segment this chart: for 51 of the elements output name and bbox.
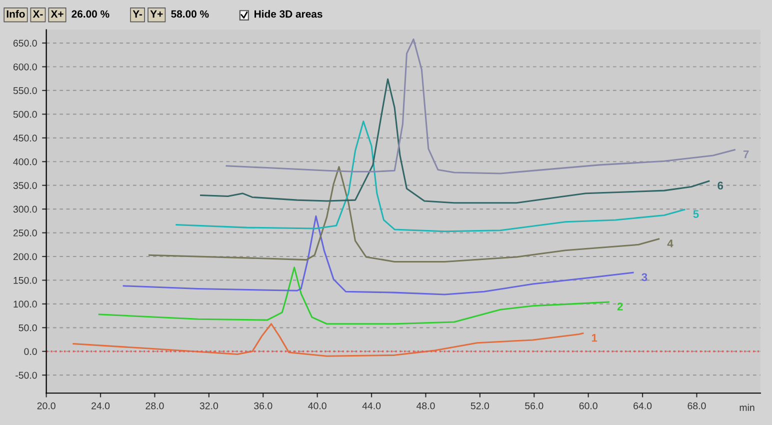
- x-tick-label: 64.0: [634, 402, 652, 410]
- y-tick-label: 450.0: [13, 134, 37, 142]
- x-axis-title: min: [740, 404, 754, 411]
- text: Hide 3D areas: [254, 10, 322, 18]
- line-series: [226, 38, 736, 174]
- series-label: 5: [693, 210, 699, 218]
- x-tick-label: 28.0: [146, 402, 164, 410]
- series-label: 6: [718, 182, 724, 190]
- text: Info: [6, 10, 25, 18]
- x-tick-label: 20.0: [37, 402, 56, 410]
- series-label: 4: [667, 240, 674, 248]
- x-tick-label: 48.0: [416, 402, 435, 410]
- y-tick-label: 100.0: [14, 300, 37, 308]
- y-tick-label: 550.0: [13, 87, 37, 94]
- y-tick-label: 350.0: [13, 182, 37, 189]
- text: X+: [50, 10, 64, 18]
- line-series: [72, 323, 584, 357]
- line-series: [98, 266, 610, 325]
- series-label: 2: [617, 302, 623, 310]
- y-tick-label: 300.0: [13, 206, 37, 213]
- x-tick-label: 60.0: [579, 402, 598, 410]
- y-tick-label: 0.0: [24, 348, 37, 355]
- x-tick-label: 40.0: [308, 402, 326, 410]
- y-tick-label: 200.0: [13, 253, 37, 260]
- y-tick-label: 250.0: [13, 230, 37, 236]
- y-tick-label: 600.0: [13, 63, 37, 70]
- y-tick-label: 650.0: [13, 40, 37, 47]
- y-tick-label: -50.0: [16, 372, 37, 379]
- series-label: 1: [592, 334, 598, 342]
- series-label: 7: [743, 150, 749, 158]
- y-tick-label: 400.0: [13, 158, 37, 166]
- line-series: [122, 215, 634, 296]
- y-tick-label: 50.0: [18, 324, 37, 332]
- x-tick-label: 68.0: [688, 402, 706, 410]
- x-tick-label: 52.0: [470, 402, 490, 410]
- y-tick-label: 500.0: [13, 110, 37, 118]
- text: X-: [32, 10, 43, 18]
- x-tick-label: 36.0: [254, 402, 272, 410]
- x-tick-label: 44.0: [362, 402, 381, 410]
- x-tick-label: 24.0: [92, 402, 110, 410]
- line-series: [200, 78, 710, 204]
- line-series: [148, 166, 660, 262]
- text: 58.00 %: [171, 10, 209, 18]
- y-tick-label: 150.0: [14, 276, 37, 284]
- text: Y+: [150, 10, 163, 18]
- x-tick-label: 32.0: [200, 402, 218, 410]
- text: Y-: [132, 10, 142, 18]
- series-label: 3: [642, 273, 648, 282]
- x-tick-label: 56.0: [525, 402, 544, 410]
- text: 26.00 %: [72, 10, 110, 18]
- line-series: [176, 120, 686, 232]
